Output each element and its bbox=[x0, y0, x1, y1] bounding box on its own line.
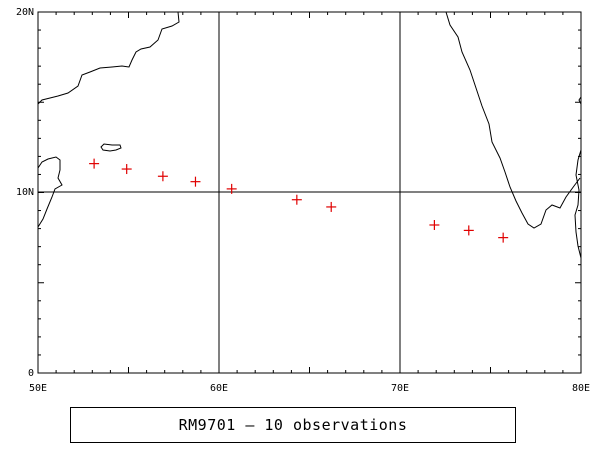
coastline-arabia bbox=[37, 11, 180, 105]
observation-marker bbox=[429, 219, 440, 230]
observation-marker bbox=[121, 164, 132, 175]
observation-marker bbox=[226, 183, 237, 194]
caption-text: RM9701 — 10 observations bbox=[178, 416, 408, 434]
observation-markers bbox=[89, 158, 509, 243]
tick-marks bbox=[37, 11, 582, 374]
observation-marker bbox=[89, 158, 100, 169]
coastline bbox=[37, 11, 582, 259]
observation-marker bbox=[157, 171, 168, 182]
y-tick-label-0: 0 bbox=[28, 368, 34, 379]
x-tick-label-50e: 50E bbox=[29, 383, 47, 394]
x-tick-label-60e: 60E bbox=[210, 383, 228, 394]
y-tick-label-10n: 10N bbox=[16, 187, 34, 198]
coastline-socotra bbox=[100, 143, 122, 152]
coastline-sri-lanka bbox=[574, 149, 582, 259]
caption-box: RM9701 — 10 observations bbox=[70, 407, 516, 443]
graticule bbox=[38, 12, 581, 373]
observation-marker bbox=[498, 232, 509, 243]
observation-marker bbox=[291, 194, 302, 205]
coastline-india bbox=[445, 11, 581, 229]
y-tick-label-20n: 20N bbox=[16, 7, 34, 18]
observation-marker bbox=[190, 176, 201, 187]
observation-marker bbox=[326, 201, 337, 212]
x-tick-label-80e: 80E bbox=[572, 383, 590, 394]
coastline-horn bbox=[37, 156, 63, 228]
x-tick-label-70e: 70E bbox=[391, 383, 409, 394]
observation-marker bbox=[463, 225, 474, 236]
